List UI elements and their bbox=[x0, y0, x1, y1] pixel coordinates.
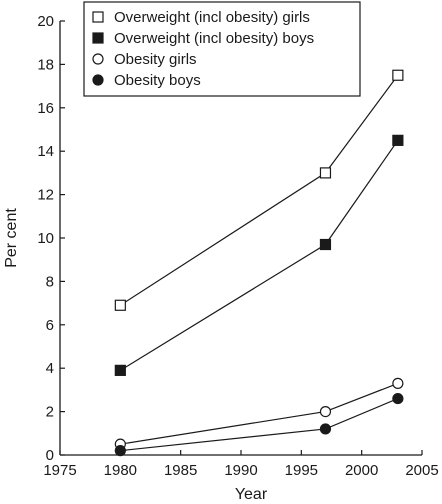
y-tick-label: 16 bbox=[37, 100, 54, 117]
x-tick-label: 1975 bbox=[43, 462, 76, 479]
y-tick-label: 20 bbox=[37, 13, 54, 30]
y-tick-label: 14 bbox=[37, 143, 54, 160]
series-line-3 bbox=[120, 382, 399, 445]
y-tick-label: 10 bbox=[37, 230, 54, 247]
y-tick-label: 0 bbox=[46, 447, 54, 464]
y-tick-label: 18 bbox=[37, 56, 54, 73]
legend-marker-1 bbox=[92, 11, 104, 23]
data-point-series-3 bbox=[319, 406, 332, 418]
x-tick-label: 1985 bbox=[164, 462, 197, 479]
series-line-1 bbox=[120, 74, 399, 306]
x-tick-label: 1995 bbox=[285, 462, 318, 479]
legend-marker-4 bbox=[92, 74, 104, 86]
legend-marker-3 bbox=[92, 53, 104, 65]
x-tick-label: 2000 bbox=[345, 462, 378, 479]
data-point-series-2 bbox=[319, 238, 332, 251]
data-point-series-1 bbox=[319, 167, 332, 179]
series-markers bbox=[114, 69, 404, 457]
data-point-series-1 bbox=[392, 69, 404, 81]
series-lines bbox=[120, 74, 399, 452]
x-tick-label: 1990 bbox=[224, 462, 257, 479]
x-axis-title: Year bbox=[235, 486, 268, 503]
data-point-series-2 bbox=[392, 134, 404, 146]
data-point-series-4 bbox=[114, 445, 126, 457]
x-tick-label: 2005 bbox=[405, 462, 438, 479]
x-tick-label: 1980 bbox=[104, 462, 137, 479]
data-point-series-2 bbox=[114, 364, 126, 376]
x-ticks: 1975 1980 1985 1990 1995 2000 2005 bbox=[43, 450, 439, 479]
legend: Overweight (incl obesity) girls Overweigh… bbox=[83, 1, 361, 97]
y-tick-label: 2 bbox=[46, 404, 54, 421]
data-point-series-4 bbox=[319, 423, 332, 435]
legend-label-3: Obesity girls bbox=[114, 51, 197, 68]
legend-label-4: Obesity boys bbox=[114, 72, 201, 89]
y-axis-title: Per cent bbox=[3, 208, 20, 268]
legend-label-1: Overweight (incl obesity) girls bbox=[114, 9, 310, 26]
series-line-2 bbox=[120, 140, 399, 371]
legend-label-2: Overweight (incl obesity) boys bbox=[114, 30, 314, 47]
y-tick-label: 8 bbox=[46, 273, 54, 290]
y-tick-label: 6 bbox=[46, 317, 54, 334]
y-tick-label: 12 bbox=[37, 187, 54, 204]
data-point-series-3 bbox=[392, 377, 404, 389]
series-line-4 bbox=[120, 398, 399, 452]
data-point-series-4 bbox=[392, 392, 404, 405]
legend-marker-2 bbox=[92, 32, 104, 44]
legend-box bbox=[83, 1, 361, 97]
y-ticks: 0 2 4 6 8 10 12 14 16 18 20 bbox=[37, 13, 65, 464]
y-tick-label: 4 bbox=[46, 360, 54, 377]
data-point-series-1 bbox=[114, 299, 126, 311]
